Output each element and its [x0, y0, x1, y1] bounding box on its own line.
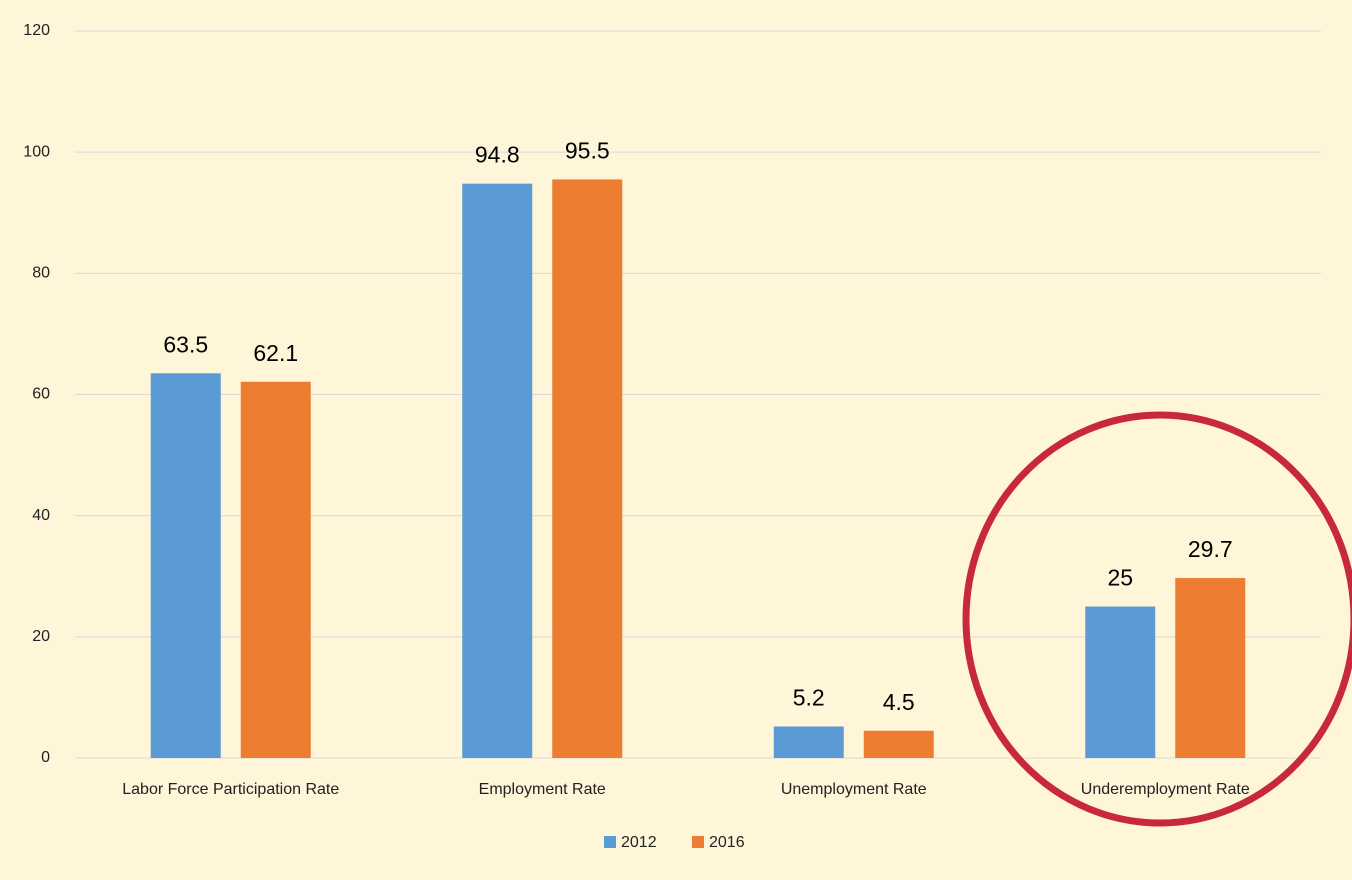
y-tick-label: 60: [32, 386, 50, 403]
highlight-circle: [962, 411, 1352, 827]
x-tick-label: Employment Rate: [479, 781, 606, 798]
data-label: 5.2: [793, 685, 825, 711]
y-tick-label: 0: [41, 749, 50, 766]
legend-swatch: [692, 836, 704, 848]
bar: [1085, 606, 1156, 758]
bar: [552, 179, 623, 758]
bar: [773, 726, 844, 758]
bar: [863, 730, 934, 758]
bar: [462, 183, 533, 759]
y-tick-label: 120: [23, 22, 50, 39]
legend-label: 2016: [709, 834, 745, 851]
y-tick-label: 20: [32, 628, 50, 645]
data-label: 63.5: [163, 331, 208, 357]
data-label: 4.5: [883, 689, 915, 715]
x-tick-label: Unemployment Rate: [781, 781, 927, 798]
legend-label: 2012: [621, 834, 657, 851]
y-tick-label: 80: [32, 265, 50, 282]
bar: [150, 373, 221, 758]
bar: [240, 381, 311, 758]
data-label: 94.8: [475, 142, 520, 168]
legend-swatch: [604, 836, 616, 848]
x-tick-label: Underemployment Rate: [1081, 781, 1250, 798]
data-label: 62.1: [253, 340, 298, 366]
plot-area: 0 20 40 60 80 100 120 Labor Force Participation…: [23, 22, 1321, 851]
data-label: 29.7: [1188, 536, 1233, 562]
y-tick-label: 100: [23, 143, 50, 160]
bar: [1175, 578, 1246, 758]
data-label: 25: [1107, 565, 1133, 591]
y-tick-label: 40: [32, 507, 50, 524]
x-tick-label: Labor Force Participation Rate: [122, 781, 339, 798]
data-label: 95.5: [565, 138, 610, 164]
